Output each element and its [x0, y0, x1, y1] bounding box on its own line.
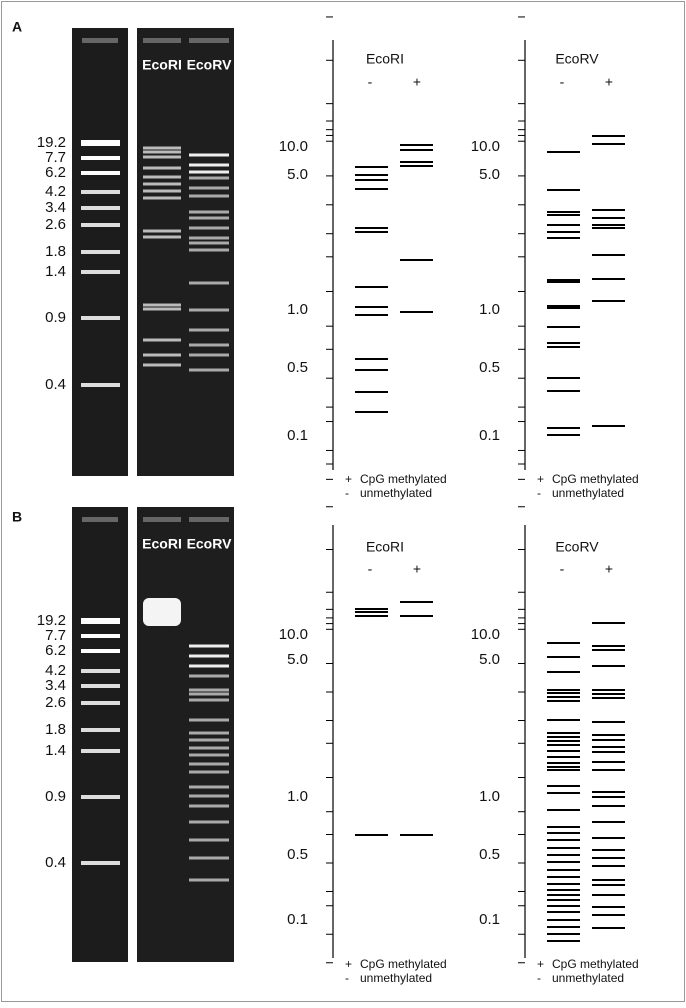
- axis-label: 10.0: [279, 626, 308, 643]
- ladder-label: 1.4: [45, 742, 66, 759]
- legend-text: CpG methylated: [360, 957, 447, 971]
- ladder-label: 1.8: [45, 243, 66, 260]
- legend-sign: +: [537, 957, 544, 971]
- legend-sign: -: [345, 971, 349, 985]
- schematic-title: EcoRV: [555, 51, 599, 67]
- axis-label: 1.0: [287, 788, 308, 805]
- gel-digest: [137, 28, 234, 476]
- axis-label: 0.5: [479, 359, 500, 376]
- legend-text: CpG methylated: [360, 472, 447, 486]
- axis-label: 5.0: [287, 651, 308, 668]
- axis-label: 0.1: [287, 911, 308, 928]
- ladder-label: 4.2: [45, 183, 66, 200]
- axis-label: 10.0: [471, 138, 500, 155]
- legend-sign: -: [345, 486, 349, 500]
- ladder-label: 2.6: [45, 216, 66, 233]
- ladder-label: 3.4: [45, 199, 66, 216]
- legend-sign: -: [537, 971, 541, 985]
- gel-well: [82, 517, 118, 522]
- legend-text: CpG methylated: [552, 472, 639, 486]
- legend-sign: +: [537, 472, 544, 486]
- legend-text: unmethylated: [360, 971, 432, 985]
- axis-label: 10.0: [279, 138, 308, 155]
- plus-label: +: [413, 74, 421, 90]
- plus-label: +: [413, 561, 421, 577]
- axis-label: 1.0: [479, 788, 500, 805]
- gel-well: [189, 517, 229, 522]
- axis-label: 0.1: [479, 911, 500, 928]
- legend-sign: +: [345, 957, 352, 971]
- ladder-label: 19.2: [37, 134, 66, 151]
- minus-label: -: [368, 74, 373, 90]
- axis-label: 10.0: [471, 626, 500, 643]
- legend-sign: +: [345, 472, 352, 486]
- axis-label: 5.0: [479, 166, 500, 183]
- schematic-title: EcoRI: [366, 51, 404, 67]
- axis-label: 1.0: [479, 301, 500, 318]
- ladder-label: 0.9: [45, 309, 66, 326]
- panel-label: B: [12, 509, 22, 525]
- schematic-title: EcoRI: [366, 539, 404, 555]
- ladder-label: 1.8: [45, 721, 66, 738]
- gel-smear: [143, 598, 181, 626]
- ladder-label: 6.2: [45, 642, 66, 659]
- legend-text: unmethylated: [552, 486, 624, 500]
- ladder-label: 0.9: [45, 788, 66, 805]
- axis-label: 0.5: [479, 846, 500, 863]
- gel-well: [143, 38, 181, 43]
- minus-label: -: [560, 561, 565, 577]
- axis-label: 0.5: [287, 359, 308, 376]
- ladder-label: 3.4: [45, 677, 66, 694]
- legend-text: CpG methylated: [552, 957, 639, 971]
- ladder-label: 7.7: [45, 149, 66, 166]
- plus-label: +: [605, 74, 613, 90]
- axis-label: 0.1: [479, 427, 500, 444]
- ladder-label: 7.7: [45, 627, 66, 644]
- legend-sign: -: [537, 486, 541, 500]
- gel-well: [143, 517, 181, 522]
- panel-label: A: [12, 19, 22, 35]
- legend-text: unmethylated: [360, 486, 432, 500]
- gel-well: [82, 38, 118, 43]
- axis-label: 5.0: [287, 166, 308, 183]
- axis-label: 1.0: [287, 301, 308, 318]
- ladder-label: 1.4: [45, 263, 66, 280]
- ladder-label: 0.4: [45, 376, 66, 393]
- plus-label: +: [605, 561, 613, 577]
- minus-label: -: [560, 74, 565, 90]
- axis-label: 0.1: [287, 427, 308, 444]
- axis-label: 0.5: [287, 846, 308, 863]
- ladder-label: 0.4: [45, 854, 66, 871]
- ladder-label: 2.6: [45, 694, 66, 711]
- ladder-label: 4.2: [45, 662, 66, 679]
- schematic-title: EcoRV: [555, 539, 599, 555]
- axis-label: 5.0: [479, 651, 500, 668]
- legend-text: unmethylated: [552, 971, 624, 985]
- ladder-label: 19.2: [37, 612, 66, 629]
- ladder-label: 6.2: [45, 164, 66, 181]
- lane-label: EcoRI: [142, 57, 182, 73]
- gel-ladder: [72, 507, 128, 962]
- gel-well: [189, 38, 229, 43]
- lane-label: EcoRV: [187, 536, 233, 552]
- minus-label: -: [368, 561, 373, 577]
- lane-label: EcoRV: [187, 57, 233, 73]
- lane-label: EcoRI: [142, 536, 182, 552]
